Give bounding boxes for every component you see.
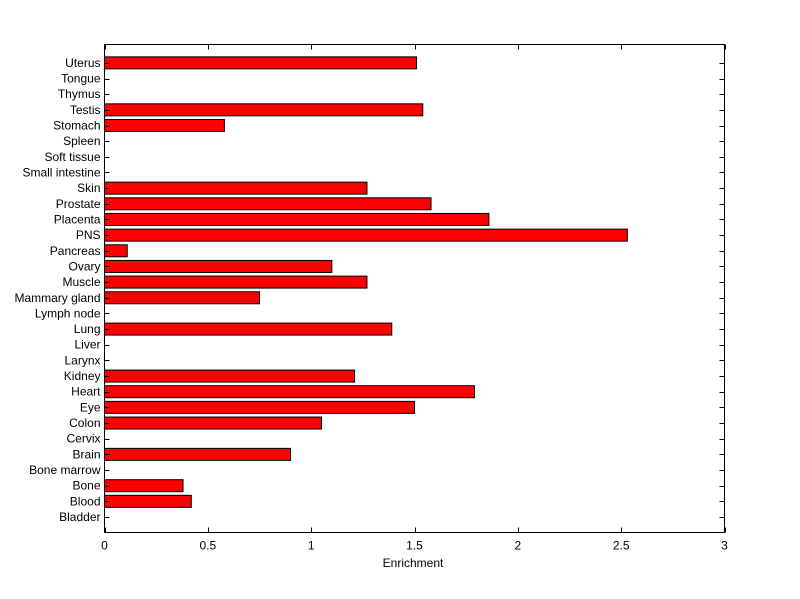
y-tick-label: Bone [72, 479, 100, 493]
bar [104, 103, 424, 117]
x-tick-label: 2.5 [613, 539, 630, 553]
bar [104, 259, 333, 273]
x-axis-label: Enrichment [383, 556, 444, 570]
y-tick-label: Pancreas [50, 244, 101, 258]
x-tick-label: 2 [514, 539, 521, 553]
bar [104, 479, 184, 493]
bar [104, 369, 356, 383]
y-tick-label: Larynx [64, 353, 100, 367]
y-tick-label: Spleen [63, 134, 100, 148]
y-tick-label: Skin [77, 181, 100, 195]
y-tick-label: Lymph node [35, 306, 101, 320]
bar [104, 416, 322, 430]
y-tick-label: Muscle [62, 275, 100, 289]
bar [104, 385, 475, 399]
y-tick-label: Small intestine [22, 165, 100, 179]
x-tick-label: 3 [721, 539, 728, 553]
x-tick-label: 0 [101, 539, 108, 553]
x-tick-label: 1 [308, 539, 315, 553]
bar [104, 322, 393, 336]
y-tick-label: Mammary gland [14, 291, 100, 305]
y-tick-label: Eye [80, 400, 101, 414]
bars-layer [104, 56, 628, 508]
y-tick-label: Liver [74, 338, 100, 352]
y-tick-label: Thymus [58, 87, 101, 101]
bar [104, 244, 128, 258]
bar [104, 228, 628, 242]
y-tick-label: Placenta [54, 212, 101, 226]
y-tick-label: Blood [70, 494, 101, 508]
y-tick-label: Kidney [64, 369, 101, 383]
y-tick-label: PNS [76, 228, 101, 242]
x-axis-ticks: 0 0.5 1 1.5 2 2.5 3 [101, 44, 728, 553]
bar [104, 400, 415, 414]
bar [104, 275, 368, 289]
y-tick-label: Prostate [56, 197, 101, 211]
y-tick-label: Soft tissue [44, 150, 100, 164]
y-tick-label: Brain [72, 447, 100, 461]
y-tick-label: Tongue [61, 72, 101, 86]
y-tick-label: Bladder [59, 510, 100, 524]
x-tick-label: 0.5 [199, 539, 216, 553]
plot-area-frame [104, 44, 725, 533]
y-tick-label: Lung [74, 322, 101, 336]
bar [104, 56, 418, 70]
y-tick-label: Heart [71, 385, 101, 399]
y-tick-label: Colon [69, 416, 100, 430]
y-tick-label: Cervix [66, 432, 100, 446]
y-tick-label: Ovary [68, 259, 100, 273]
y-tick-label: Stomach [53, 119, 100, 133]
bar [104, 119, 225, 132]
y-tick-label: Uterus [65, 56, 100, 70]
y-tick-label: Bone marrow [29, 463, 101, 477]
y-tick-label: Testis [70, 103, 101, 117]
bar [104, 181, 368, 195]
x-tick-label: 1.5 [406, 539, 423, 553]
bar [104, 197, 432, 211]
bar [104, 212, 490, 226]
bar [104, 291, 260, 305]
bar [104, 447, 291, 461]
bar [104, 494, 192, 508]
